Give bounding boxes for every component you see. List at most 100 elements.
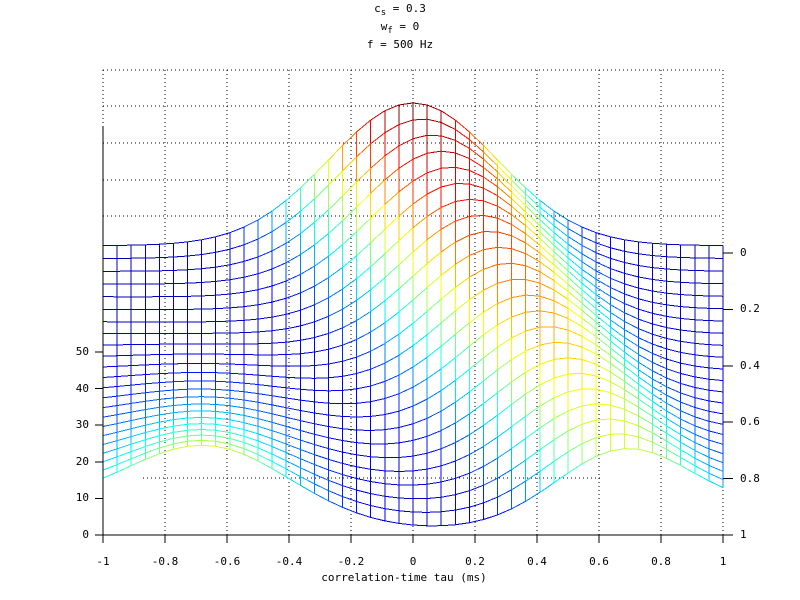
mesh-row-segment	[469, 466, 484, 474]
mesh-row-segment	[595, 261, 611, 269]
mesh-row-segment	[342, 231, 357, 245]
mesh-row-segment	[497, 381, 512, 394]
mesh-row-segment	[609, 340, 625, 353]
x-tick-label: -0.8	[151, 555, 179, 568]
mesh-row-segment	[511, 174, 527, 189]
mesh-row-segment	[145, 441, 160, 447]
mesh-row-segment	[610, 418, 625, 422]
mesh-row-segment	[159, 448, 174, 455]
y-tick-label: 0.4	[740, 358, 760, 372]
mesh-row-segment	[243, 442, 259, 449]
mesh-row-segment	[469, 147, 484, 160]
mesh-row-segment	[229, 448, 245, 455]
mesh-row-segment	[609, 319, 625, 331]
mesh-row-segment	[497, 337, 512, 348]
mesh-row-segment	[652, 441, 667, 450]
mesh-row-segment	[694, 465, 710, 474]
mesh-row-segment	[483, 176, 498, 188]
mesh-row-segment	[441, 477, 456, 483]
mesh-row-segment	[201, 439, 216, 442]
mesh-row-segment	[271, 221, 287, 233]
mesh-row-segment	[243, 429, 259, 435]
mesh-row-segment	[384, 124, 400, 134]
mesh-row-segment	[511, 248, 526, 255]
mesh-row-segment	[483, 187, 498, 197]
mesh-row-segment	[539, 261, 555, 273]
mesh-row-segment	[483, 214, 498, 219]
mesh-row-segment	[398, 203, 414, 217]
mesh-row-segment	[215, 380, 230, 383]
mesh-row-segment	[412, 263, 428, 277]
mesh-row-segment	[117, 384, 132, 387]
mesh-row-segment	[243, 238, 259, 246]
mesh-row-segment	[286, 325, 301, 330]
mesh-row-segment	[609, 371, 625, 382]
mesh-row-segment	[441, 135, 456, 141]
mesh-row-segment	[145, 363, 160, 366]
mesh-row-segment	[595, 301, 611, 313]
mesh-row-segment	[680, 329, 695, 333]
mesh-row-segment	[412, 287, 428, 301]
mesh-row-segment	[638, 383, 653, 395]
mesh-row-segment	[609, 347, 625, 360]
mesh-row-segment	[624, 389, 639, 400]
mesh-row-segment	[567, 257, 583, 270]
mesh-row-segment	[116, 451, 132, 458]
mesh-row-segment	[398, 251, 414, 266]
mesh-row-segment	[131, 439, 146, 445]
mesh-row-segment	[215, 403, 230, 407]
mesh-row-segment	[680, 281, 695, 284]
mesh-row-segment	[187, 423, 202, 425]
mesh-row-segment	[469, 198, 484, 202]
mesh-row-segment	[680, 449, 696, 459]
mesh-row-segment	[243, 382, 259, 386]
mesh-row-segment	[694, 376, 709, 380]
mesh-row-segment	[412, 193, 428, 205]
mesh-row-segment	[328, 500, 343, 508]
mesh-row-segment	[356, 442, 371, 445]
mesh-row-segment	[624, 312, 639, 320]
mesh-row-segment	[257, 250, 273, 258]
mesh-row-segment	[131, 400, 146, 404]
mesh-row-segment	[159, 443, 174, 449]
mesh-row-segment	[370, 362, 386, 370]
mesh-row-segment	[525, 265, 541, 273]
mesh-row-segment	[229, 412, 244, 416]
mesh-row-segment	[356, 119, 372, 133]
mesh-row-segment	[257, 440, 273, 447]
mesh-row-segment	[215, 410, 230, 414]
mesh-row-segment	[159, 381, 174, 384]
mesh-row-segment	[173, 410, 188, 414]
mesh-row-segment	[398, 227, 414, 241]
mesh-row-segment	[102, 365, 118, 368]
mesh-row-segment	[328, 490, 343, 498]
mesh-row-segment	[581, 437, 597, 445]
mesh-row-segment	[314, 363, 329, 367]
mesh-row-segment	[511, 214, 527, 227]
mesh-row-segment	[441, 150, 456, 154]
mesh-row-segment	[412, 311, 428, 324]
mesh-row-segment	[370, 456, 385, 459]
mesh-row-segment	[497, 426, 512, 438]
mesh-row-segment	[285, 452, 301, 460]
mesh-row-segment	[539, 271, 555, 281]
mesh-row-segment	[694, 294, 709, 297]
mesh-row-segment	[638, 345, 653, 354]
x-axis-label: correlation-time tau (ms)	[321, 571, 487, 584]
mesh-row-segment	[131, 446, 146, 453]
mesh-row-segment	[328, 458, 343, 464]
x-tick-label: -0.2	[337, 555, 365, 568]
mesh-row-segment	[539, 310, 554, 314]
mesh-row-segment	[370, 516, 385, 522]
mesh-row-segment	[567, 228, 583, 237]
mesh-row-segment	[553, 232, 569, 245]
mesh-row-segment	[159, 431, 174, 437]
mesh-row-segment	[285, 233, 301, 244]
mesh-row-segment	[525, 326, 540, 332]
mesh-row-segment	[610, 404, 625, 410]
mesh-row-segment	[567, 463, 583, 474]
mesh-row-segment	[497, 489, 512, 498]
mesh-row-segment	[116, 428, 132, 433]
mesh-row-segment	[581, 289, 597, 303]
mesh-row-segment	[356, 478, 371, 483]
